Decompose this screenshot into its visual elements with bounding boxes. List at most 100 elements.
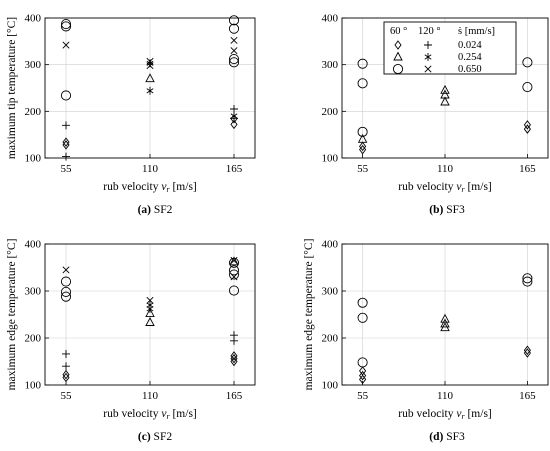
data-point-diamond — [359, 374, 367, 385]
chart-panel-3: 100 200 300 400 55 110 165 rub velocity vr [m/s… — [6, 239, 256, 443]
x-tick-label: 110 — [437, 390, 454, 402]
data-point-diamond — [359, 370, 367, 381]
data-point-plus — [230, 331, 238, 340]
legend-header-rate: ṡ [mm/s] — [458, 26, 495, 37]
data-point-circle — [357, 357, 368, 368]
x-tick-label: 165 — [519, 163, 536, 175]
x-tick-label: 165 — [226, 163, 243, 175]
data-point-x — [146, 296, 154, 304]
data-point-circle — [60, 286, 72, 297]
x-tick-label: 55 — [61, 163, 73, 175]
data-point-triangle — [145, 73, 155, 83]
legend-marker-plus — [424, 41, 432, 49]
y-tick-label: 400 — [322, 13, 339, 25]
data-point-circle — [357, 58, 368, 69]
data-point-triangle — [440, 313, 450, 323]
data-point-circle — [522, 276, 533, 287]
data-point-diamond — [523, 120, 531, 130]
panel-caption: (b) SF3 — [429, 204, 465, 216]
legend-value-1: 0.024 — [458, 40, 482, 51]
data-point-circle — [522, 57, 533, 68]
x-axis-label: rub velocity vr [m/s] — [103, 181, 197, 194]
data-point-circle — [228, 57, 240, 68]
y-tick-label: 300 — [25, 59, 42, 71]
legend-marker-triangle — [393, 51, 403, 61]
legend: 60 ° 120 ° ṡ [mm/s] 0.024 0.254 0.650 — [383, 21, 517, 75]
data-point-circle — [60, 291, 72, 302]
y-tick-label: 300 — [25, 286, 42, 298]
y-axis-label: maximum edge temperature [°C] — [6, 239, 18, 391]
x-tick-label: 110 — [142, 390, 159, 402]
data-point-triangle — [440, 96, 450, 106]
data-point-circle — [522, 82, 533, 93]
y-tick-label: 100 — [25, 153, 42, 165]
data-point-circle — [228, 269, 240, 280]
y-axis-label: maximum edge temperature [°C] — [303, 239, 315, 391]
data-point-triangle — [357, 133, 368, 143]
y-tick-label: 400 — [25, 239, 42, 251]
x-tick-label: 165 — [226, 390, 243, 402]
data-point-plus — [62, 362, 70, 371]
legend-marker-star — [424, 53, 432, 61]
x-axis-label: rub velocity vr [m/s] — [398, 181, 492, 194]
y-tick-label: 200 — [25, 333, 42, 345]
data-point-star — [146, 86, 154, 95]
y-tick-label: 300 — [322, 286, 339, 298]
legend-box — [383, 21, 517, 75]
data-point-diamond — [230, 351, 238, 361]
data-point-x — [62, 266, 70, 274]
data-point-circle — [357, 312, 368, 323]
data-point-circle — [357, 297, 368, 308]
data-point-diamond — [359, 366, 367, 376]
data-point-diamond — [62, 137, 70, 147]
y-tick-label: 100 — [25, 380, 42, 392]
x-tick-label: 55 — [61, 390, 73, 402]
data-point-circle — [60, 19, 72, 30]
data-point-x — [230, 47, 238, 55]
chart-panel-2: 100 200 300 400 55 110 165 rub velocity vr [m/s… — [322, 13, 549, 216]
data-point-circle — [357, 78, 368, 89]
x-tick-label: 110 — [142, 163, 159, 175]
panel-caption: (c) SF2 — [138, 431, 172, 443]
data-point-triangle — [145, 317, 155, 326]
y-axis-label: maximum tip temperature [°C] — [6, 17, 18, 159]
data-point-triangle — [440, 84, 450, 94]
data-point-x — [146, 57, 154, 65]
x-tick-label: 165 — [519, 390, 536, 402]
data-point-x — [230, 256, 238, 264]
data-point-circle — [228, 285, 240, 296]
data-point-x — [230, 273, 238, 281]
data-point-triangle — [229, 256, 239, 266]
data-point-diamond — [523, 345, 531, 355]
y-tick-label: 100 — [322, 153, 339, 165]
data-point-circle — [228, 23, 240, 34]
panel-caption: (a) SF2 — [138, 204, 173, 216]
data-point-circle — [228, 257, 240, 268]
legend-header-60: 60 ° — [390, 26, 407, 37]
legend-marker-x — [424, 65, 432, 73]
y-tick-label: 200 — [25, 106, 42, 118]
data-point-diamond — [62, 369, 70, 380]
legend-marker-circle — [392, 63, 404, 75]
data-point-plus — [62, 121, 70, 130]
data-point-x — [230, 36, 238, 44]
x-axis-label: rub velocity vr [m/s] — [398, 408, 492, 421]
data-point-plus — [230, 105, 238, 113]
legend-value-2: 0.254 — [458, 52, 482, 63]
data-point-circle — [60, 276, 72, 287]
data-point-circle — [228, 265, 240, 276]
data-point-diamond — [230, 119, 238, 130]
y-tick-label: 200 — [322, 106, 339, 118]
data-point-plus — [62, 349, 70, 358]
data-point-triangle — [145, 308, 155, 318]
data-point-x — [62, 41, 70, 49]
legend-marker-diamond — [394, 40, 402, 50]
x-tick-label: 55 — [357, 390, 369, 402]
y-tick-label: 300 — [322, 59, 339, 71]
data-point-diamond — [359, 141, 367, 152]
y-tick-label: 200 — [322, 333, 339, 345]
data-point-diamond — [523, 124, 531, 134]
chart-panel-1: 100 200 300 400 55 110 165 rub velocity vr [m/s… — [6, 13, 256, 216]
data-point-star — [146, 301, 154, 310]
